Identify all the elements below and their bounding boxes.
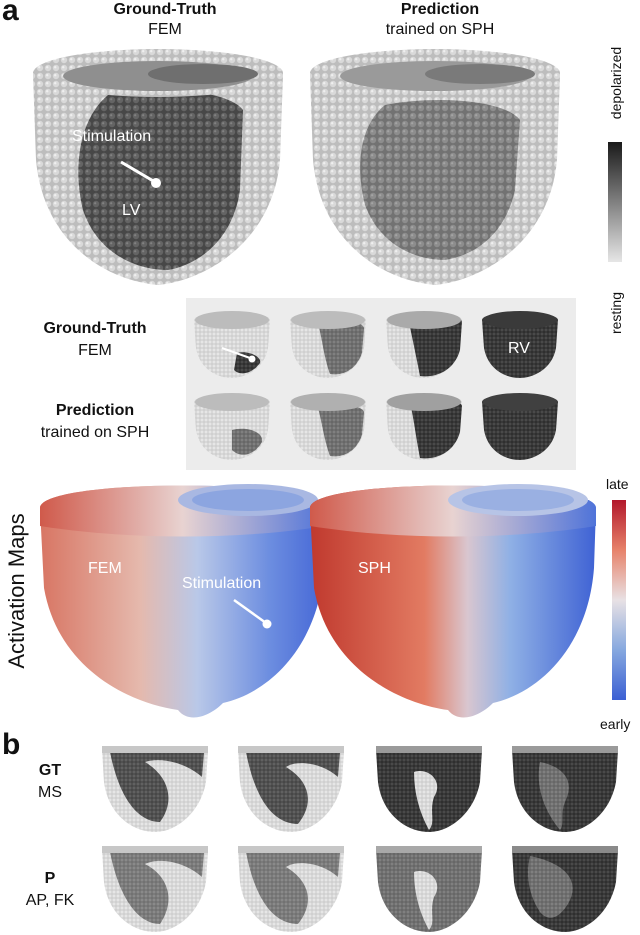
panel-b-p-label: P AP, FK	[10, 868, 90, 912]
panel-b-gt-heart-1	[102, 746, 208, 832]
fem-activation-heart	[40, 484, 326, 718]
panel-b-gt-heart-4	[512, 746, 618, 832]
panel-b-gt-sub: MS	[38, 784, 62, 801]
seq-pred-heart-4	[482, 393, 558, 460]
seq-pred-sub: trained on SPH	[40, 424, 150, 441]
seq-gt-sub: FEM	[78, 342, 112, 359]
pred-header-title: Prediction	[400, 1, 480, 18]
sph-activation-heart	[310, 484, 596, 718]
colorbar-bottom-label: resting	[608, 291, 624, 335]
gt-heart-large	[33, 49, 283, 285]
seq-gt-heart-2	[290, 311, 366, 378]
colorbar-top-label: depolarized	[608, 46, 624, 120]
panel-b-letter: b	[2, 728, 21, 761]
panel-b-p-sub: AP, FK	[25, 892, 75, 909]
activation-bar-bottom-label: early	[600, 716, 631, 732]
pred-header: Prediction trained on SPH	[330, 0, 550, 40]
seq-pred-title: Prediction	[55, 402, 135, 419]
panel-b-p-title: P	[44, 870, 56, 887]
seq-pred-heart-3	[386, 393, 462, 460]
pred-header-sub: trained on SPH	[385, 21, 495, 38]
fem-label: FEM	[88, 560, 122, 577]
grayscale-colorbar	[608, 142, 622, 262]
sph-label: SPH	[358, 560, 391, 577]
gt-header-title: Ground-Truth	[113, 1, 217, 18]
panel-a-letter: a	[2, 0, 19, 27]
pred-heart-large	[310, 49, 560, 285]
activation-colorbar	[612, 500, 626, 700]
activation-bar-top-label: late	[606, 476, 629, 492]
seq-gt-label: Ground-Truth FEM	[10, 318, 180, 362]
panel-b-p-heart-1	[102, 846, 208, 932]
seq-gt-heart-3	[386, 311, 462, 378]
gt-header: Ground-Truth FEM	[60, 0, 270, 40]
seq-pred-heart-2	[290, 393, 366, 460]
rv-label: RV	[508, 340, 530, 357]
panel-b-gt-label: GT MS	[10, 760, 90, 804]
stimulation-label-gt: Stimulation	[72, 128, 152, 145]
stimulation-label-activation: Stimulation	[182, 575, 262, 592]
lv-label: LV	[122, 202, 141, 219]
seq-gt-heart-4	[482, 311, 558, 378]
seq-pred-heart-1	[194, 393, 270, 460]
panel-b-p-heart-2	[238, 846, 344, 932]
seq-gt-heart-1	[194, 311, 270, 378]
seq-gt-title: Ground-Truth	[43, 320, 147, 337]
panel-b-gt-heart-3	[376, 746, 482, 832]
panel-b-p-heart-4	[512, 846, 618, 932]
seq-pred-label: Prediction trained on SPH	[10, 400, 180, 444]
activation-maps-label: Activation Maps	[4, 513, 29, 669]
panel-b-gt-title: GT	[38, 762, 62, 779]
panel-b-p-heart-3	[376, 846, 482, 932]
panel-b-gt-heart-2	[238, 746, 344, 832]
gt-header-sub: FEM	[148, 21, 182, 38]
